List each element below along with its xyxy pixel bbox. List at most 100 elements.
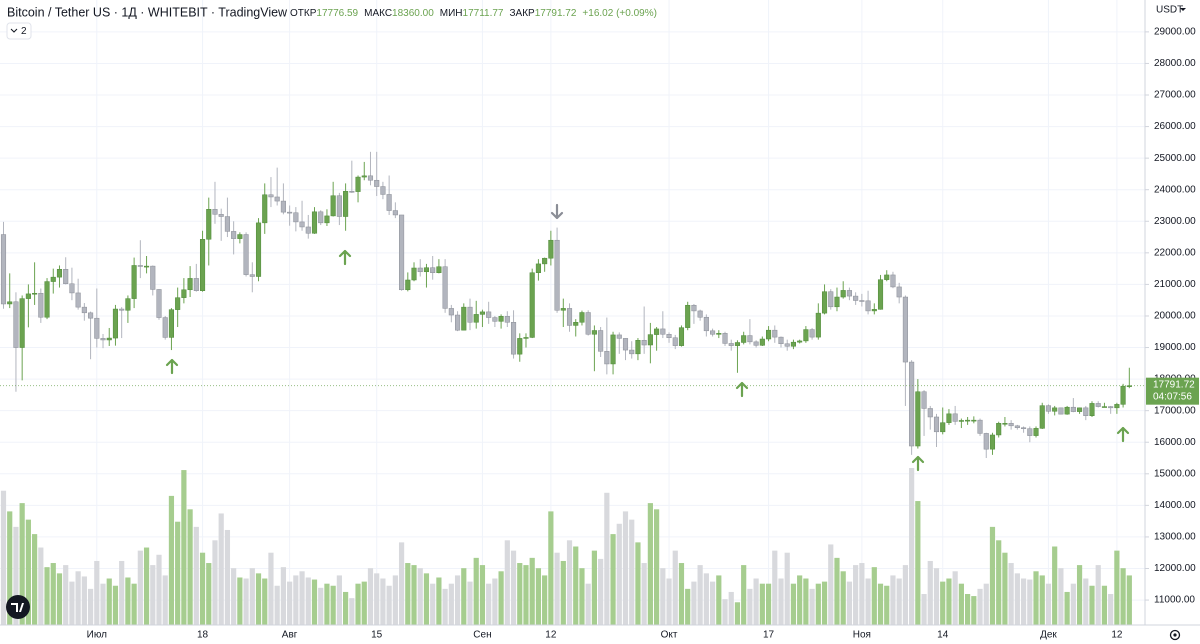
candle-body [81, 306, 87, 314]
volume-bar [933, 568, 940, 625]
volume-bar [685, 588, 691, 625]
candle-body [94, 317, 100, 339]
candle-body [19, 298, 25, 348]
candle-body [517, 338, 523, 355]
candle-body [386, 194, 392, 211]
x-tick-label: 14 [937, 630, 949, 641]
volume-bar [1033, 571, 1039, 625]
volume-bar [486, 583, 492, 625]
candle-body [915, 391, 921, 447]
volume-bar [318, 587, 324, 625]
candle-body [598, 330, 604, 352]
collapse-button[interactable]: 2 [6, 22, 32, 40]
candle-body [604, 351, 610, 365]
candle-body [591, 330, 597, 335]
candle-body [32, 292, 38, 295]
currency-select[interactable]: USDT [1156, 5, 1186, 16]
volume-bar [224, 529, 231, 625]
candle-body [336, 195, 342, 217]
legend-value: 17711.77 [463, 8, 504, 19]
volume-bar [268, 552, 274, 625]
volume-bar [1020, 578, 1027, 625]
volume-bar [797, 575, 803, 625]
candle-body [834, 296, 840, 308]
candle-body [890, 274, 896, 288]
candle-body [411, 267, 417, 281]
gear-ring [1169, 629, 1181, 641]
candle-body [871, 309, 877, 312]
volume-bar [977, 588, 983, 625]
volume-bar [654, 509, 660, 625]
volume-bar [560, 560, 566, 625]
candle-body [902, 296, 908, 363]
candle-body [1002, 423, 1008, 425]
x-tick-label: 12 [545, 630, 557, 641]
candle-body [199, 239, 206, 291]
volume-bar [697, 565, 703, 625]
candle-body [940, 422, 946, 433]
volume-bar [859, 563, 865, 625]
candle-body [231, 231, 237, 239]
candle-body [367, 175, 374, 181]
candle-body [548, 239, 554, 259]
volume-bar [237, 577, 243, 625]
candle-body [417, 267, 423, 273]
candle-body [921, 391, 927, 409]
volume-bar [585, 583, 591, 625]
volume-bar [622, 511, 629, 625]
candle-body [747, 335, 753, 343]
candle-body [672, 337, 678, 346]
candle-body [504, 316, 510, 323]
volume-bar [436, 577, 442, 625]
volume-bar [0, 490, 7, 625]
volume-bar [473, 557, 479, 625]
candle-body [1021, 427, 1027, 429]
volume-bar [311, 579, 318, 625]
volume-bar [249, 568, 255, 625]
y-tick-label: 29000.00 [1154, 27, 1196, 38]
candle-body [797, 340, 803, 343]
volume-bar [430, 583, 436, 625]
volume-bar [1070, 583, 1076, 625]
collapse-frame[interactable] [6, 22, 32, 40]
volume-bar [448, 583, 454, 625]
candle-body [274, 196, 280, 202]
volume-bar [243, 578, 249, 625]
candle-body [486, 311, 492, 318]
ohlc-legend: ОТКР17776.59 МАКС18360.00 МИН17711.77 ЗАКР1… [290, 8, 657, 19]
candle-body [187, 278, 193, 291]
candle-body [125, 298, 131, 311]
volume-bar [299, 571, 305, 625]
volume-bar [143, 547, 150, 625]
volume-bar [1089, 585, 1095, 625]
candle-body [399, 214, 405, 291]
volume-bar [87, 588, 94, 625]
candle-body [498, 316, 504, 322]
candle-body [896, 286, 902, 298]
volume-bar [610, 534, 616, 625]
x-tick-label: Сен [473, 630, 491, 641]
candle-body [168, 309, 174, 338]
candle-body [461, 306, 467, 331]
candle-body [355, 176, 361, 192]
volume-bar [510, 550, 517, 625]
candle-body [821, 291, 828, 314]
volume-bar [989, 526, 996, 625]
candle-body [318, 211, 324, 224]
candle-body [249, 274, 255, 277]
x-tick-label: 17 [763, 630, 775, 641]
currency[interactable]: USDT [1156, 5, 1183, 16]
volume-bar [330, 585, 336, 625]
candle-body [13, 301, 19, 348]
candle-body [1070, 406, 1076, 412]
candle-body [853, 295, 859, 301]
volume-bar [1126, 575, 1132, 625]
candle-body [865, 300, 871, 312]
settings-button[interactable] [1169, 629, 1181, 641]
candle-body [156, 289, 162, 318]
volume-bar [542, 575, 548, 625]
volume-bar [137, 550, 143, 625]
candle-body [1095, 403, 1101, 407]
y-tick-label: 28000.00 [1154, 58, 1196, 69]
tv-logo[interactable] [6, 595, 30, 619]
